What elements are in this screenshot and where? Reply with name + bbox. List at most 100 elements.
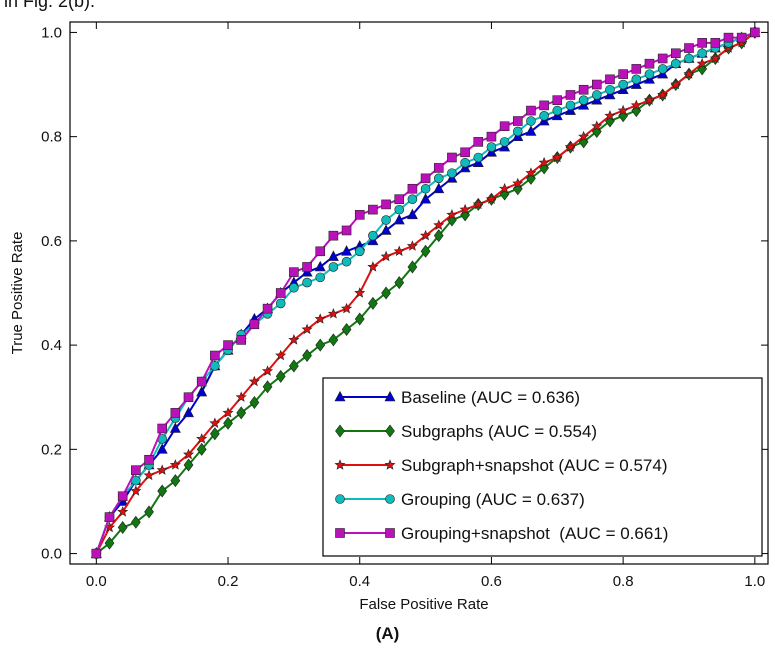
data-point [420, 193, 432, 204]
data-point [314, 260, 326, 272]
legend-marker [334, 390, 346, 402]
data-point [552, 95, 563, 105]
data-point [236, 406, 247, 420]
data-point [183, 392, 194, 403]
data-point [512, 177, 524, 189]
data-point [433, 219, 445, 230]
data-point [644, 69, 655, 79]
data-point [736, 32, 747, 43]
top-caption-text: in Fig. 2(b). [4, 0, 96, 11]
data-point [420, 183, 431, 194]
data-point [341, 256, 352, 267]
data-point [394, 276, 405, 290]
data-point [156, 443, 168, 454]
data-point [183, 448, 195, 460]
data-point [209, 427, 220, 441]
data-point [275, 298, 286, 309]
data-point [499, 121, 510, 132]
data-point [460, 147, 470, 158]
data-point [275, 369, 286, 383]
data-point [327, 250, 339, 261]
legend-marker [384, 390, 396, 402]
data-point [341, 322, 352, 336]
series-2 [90, 26, 761, 559]
data-point [328, 230, 339, 241]
data-point [420, 229, 432, 241]
data-point [407, 194, 418, 204]
data-point [446, 209, 458, 220]
legend-marker [385, 494, 395, 504]
data-point [368, 230, 378, 241]
legend-marker [384, 459, 396, 470]
data-point [144, 505, 154, 519]
data-point [249, 395, 260, 409]
data-point [394, 194, 405, 204]
data-point [380, 224, 392, 235]
data-point [91, 548, 102, 559]
data-point [551, 151, 563, 163]
data-point [354, 246, 365, 257]
legend-marker [385, 528, 395, 538]
x-tick-label: 0.2 [218, 573, 239, 590]
data-point [302, 262, 312, 272]
data-point [433, 182, 445, 194]
data-point [526, 105, 536, 116]
data-point [406, 208, 418, 220]
data-point [104, 536, 115, 550]
data-point [210, 350, 220, 361]
data-point [130, 515, 141, 529]
roc-chart: 0.0 0.2 0.4 0.6 0.8 1.0 0.0 0.2 0.4 0.6 0.8 1.0 Fal… [9, 21, 769, 613]
data-point [156, 464, 168, 475]
data-point [644, 58, 655, 69]
legend-marker [334, 459, 346, 470]
data-point [368, 204, 378, 215]
data-point [670, 78, 682, 90]
data-point [552, 105, 563, 116]
data-point [709, 52, 721, 64]
data-point [196, 433, 208, 444]
data-point [657, 64, 668, 74]
data-point [697, 48, 707, 59]
data-point [341, 302, 353, 314]
data-point [170, 408, 181, 418]
data-point [643, 94, 655, 105]
data-point [288, 334, 300, 345]
y-tick-label: 1.0 [41, 24, 62, 41]
data-point [420, 173, 431, 184]
data-point [341, 225, 352, 236]
data-point [380, 250, 392, 262]
data-point [671, 58, 681, 69]
data-point [315, 272, 326, 283]
data-point [170, 474, 181, 488]
series-group [90, 25, 761, 561]
data-point [657, 53, 668, 64]
data-point [526, 116, 536, 126]
data-point [564, 141, 576, 152]
data-point [209, 417, 221, 428]
legend-label: Subgraphs (AUC = 0.554) [401, 422, 597, 441]
data-point [381, 215, 391, 225]
y-tick-label: 0.0 [41, 546, 62, 563]
legend-label: Grouping+snapshot (AUC = 0.661) [401, 524, 668, 543]
data-point [406, 240, 418, 251]
data-point [368, 296, 378, 310]
x-tick-label: 0.0 [86, 573, 107, 590]
data-point [169, 422, 181, 433]
data-point [657, 89, 669, 100]
data-point [301, 323, 313, 335]
data-point [354, 210, 365, 220]
data-point [512, 126, 523, 137]
data-point [485, 193, 497, 204]
axis-ticks: 0.0 0.2 0.4 0.6 0.8 1.0 0.0 0.2 0.4 0.6 0.8 1.0 [41, 22, 768, 590]
data-point [367, 261, 379, 272]
data-point [275, 349, 287, 361]
data-point [525, 125, 537, 136]
data-point [723, 32, 734, 43]
data-point [525, 167, 537, 178]
data-point [750, 27, 760, 38]
data-point [407, 260, 418, 274]
data-point [235, 391, 247, 402]
data-point [420, 244, 431, 258]
y-tick-label: 0.4 [41, 337, 62, 354]
data-point [289, 282, 299, 293]
